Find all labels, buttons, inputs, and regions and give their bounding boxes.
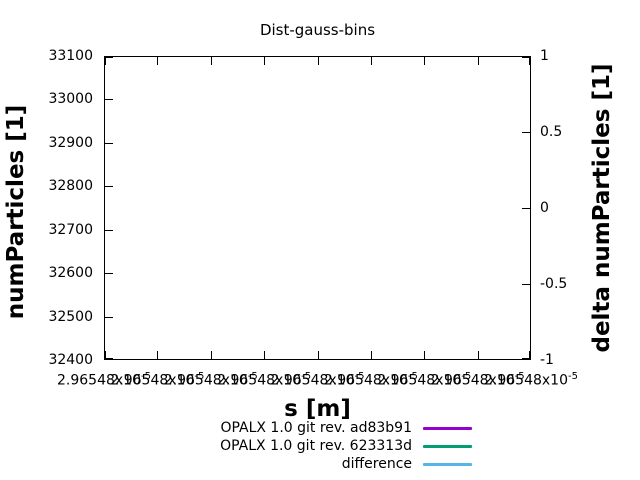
x-axis-top-tick-mark <box>157 57 159 65</box>
y-axis-tick-mark <box>105 57 113 58</box>
legend-line-sample <box>423 444 472 448</box>
legend-entry: difference <box>220 455 472 473</box>
y2-axis-tick-mark <box>522 132 530 133</box>
x-axis-tick-label: 2.96548x10-5 <box>430 371 525 389</box>
y2-axis-tick-mark <box>522 208 530 209</box>
legend-entry-label: OPALX 1.0 git rev. ad83b91 <box>220 420 412 436</box>
y-axis-tick-label: 33100 <box>48 48 93 64</box>
x-axis-tick-mark <box>370 351 372 359</box>
x-axis-top-tick-mark <box>477 57 479 65</box>
x-axis-tick-mark <box>424 351 426 359</box>
plot-area <box>104 56 531 360</box>
y-axis-tick-mark <box>105 273 113 275</box>
x-axis-tick-mark <box>529 351 530 359</box>
y-axis-tick-label: 33000 <box>48 91 93 108</box>
x-axis-top-tick-mark <box>529 57 530 65</box>
x-axis-tick-mark <box>210 351 212 359</box>
x-axis-tick-mark <box>264 351 266 359</box>
y-axis-tick-mark <box>105 186 113 188</box>
y-axis-tick-mark <box>105 142 113 144</box>
y2-axis-tick-label: 1 <box>540 48 549 64</box>
y2-axis-tick-label: 0 <box>540 200 549 216</box>
legend-line-sample <box>423 426 472 430</box>
y-axis-tick-label: 32800 <box>48 178 93 195</box>
x-axis-tick-label: 2.96548x10-5 <box>217 371 312 389</box>
x-axis-label: s [m] <box>284 396 351 422</box>
legend-entry-label: OPALX 1.0 git rev. 623313d <box>220 438 412 454</box>
y2-axis-tick-mark <box>522 358 530 359</box>
y-axis-tick-label: 32900 <box>48 134 93 151</box>
y-axis-tick-mark <box>105 229 113 231</box>
x-axis-tick-mark <box>157 351 159 359</box>
y-axis-tick-mark <box>105 316 113 318</box>
x-axis-tick-label: 2.96548x10-5 <box>377 371 472 389</box>
legend-entry: OPALX 1.0 git rev. ad83b91 <box>220 419 472 437</box>
y-axis-tick-mark <box>105 99 113 101</box>
y-axis-tick-label: 32400 <box>48 352 93 368</box>
x-axis-top-tick-mark <box>317 57 319 65</box>
y-axis-tick-label: 32700 <box>48 221 93 238</box>
y-axis-tick-label: 32600 <box>48 265 93 282</box>
legend-entry: OPALX 1.0 git rev. 623313d <box>220 437 472 455</box>
x-axis-top-tick-mark <box>264 57 266 65</box>
x-axis-tick-label: 2.96548x10-5 <box>484 371 578 389</box>
x-axis-top-tick-mark <box>424 57 426 65</box>
x-axis-tick-mark <box>317 351 319 359</box>
x-axis-top-tick-mark <box>370 57 372 65</box>
legend: OPALX 1.0 git rev. ad83b91 OPALX 1.0 git … <box>220 419 472 473</box>
y2-axis-tick-mark <box>522 284 530 285</box>
chart-title: Dist-gauss-bins <box>259 21 376 39</box>
y2-axis-tick-label: -0.5 <box>540 276 568 292</box>
x-axis-top-tick-mark <box>210 57 212 65</box>
x-axis-tick-label: 2.96548x10-5 <box>57 371 151 389</box>
y2-axis-tick-label: -1 <box>540 352 554 368</box>
x-axis-top-tick-mark <box>105 57 106 65</box>
x-axis-tick-mark <box>477 351 479 359</box>
legend-line-sample <box>423 462 472 466</box>
y2-axis-label: delta numParticles [1] <box>589 63 615 353</box>
x-axis-tick-label: 2.96548x10-5 <box>110 371 205 389</box>
y2-axis-tick-mark <box>522 57 530 58</box>
x-axis-tick-label: 2.96548x10-5 <box>163 371 258 389</box>
y2-axis-tick-label: 0.5 <box>540 124 563 140</box>
legend-entry-label: difference <box>341 456 412 472</box>
x-axis-tick-mark <box>105 351 106 359</box>
y-axis-tick-label: 32500 <box>48 308 93 325</box>
x-axis-tick-label: 2.96548x10-5 <box>270 371 365 389</box>
x-axis-tick-label: 2.96548x10-5 <box>323 371 418 389</box>
y-axis-tick-mark <box>105 358 113 359</box>
